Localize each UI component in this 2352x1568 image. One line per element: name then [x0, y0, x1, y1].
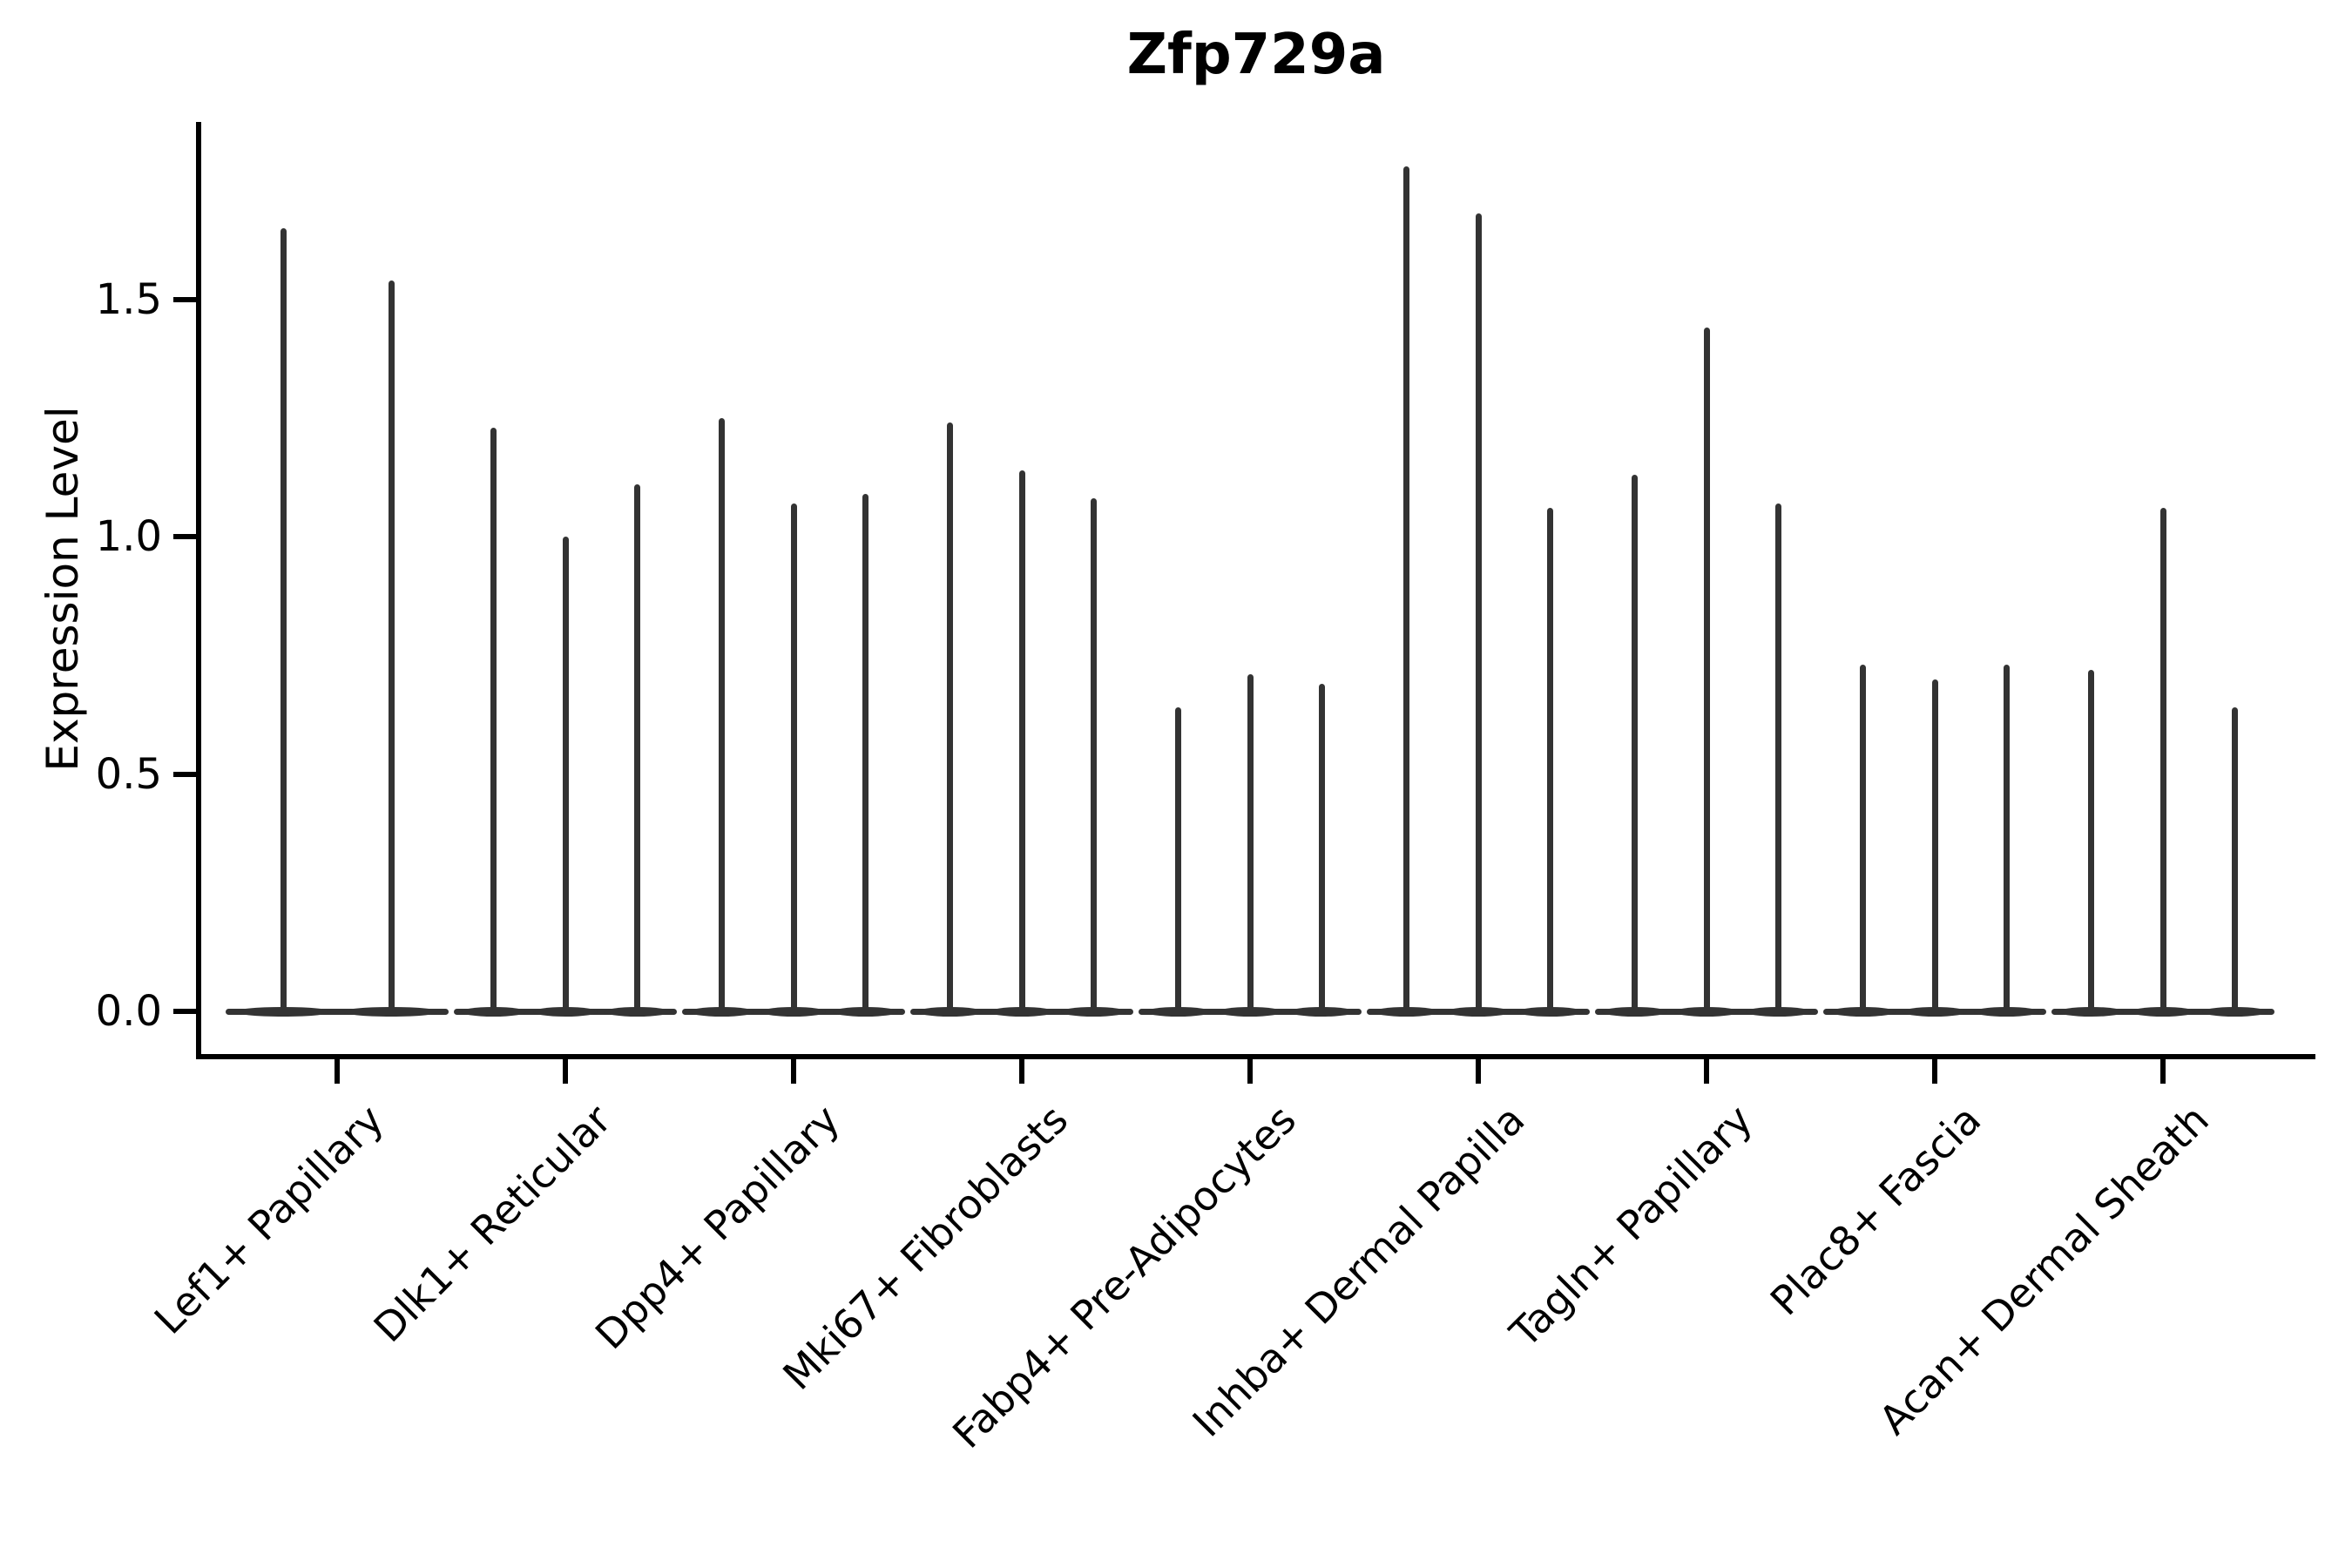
violin-base [917, 1006, 983, 1017]
violin-base [1217, 1006, 1283, 1017]
violin-base [1902, 1006, 1968, 1017]
violin-base [2058, 1006, 2124, 1017]
y-tick-label: 0.5 [95, 749, 162, 799]
x-tick-mark [335, 1059, 340, 1084]
violin-spike [862, 493, 869, 1011]
violin-spike [2232, 707, 2239, 1011]
violin-spike [2004, 665, 2011, 1011]
violin-base [1061, 1006, 1126, 1017]
violin-spike [280, 227, 287, 1011]
y-tick-mark [173, 296, 196, 302]
violin-base [1974, 1006, 2039, 1017]
x-axis-spine [196, 1054, 2315, 1059]
y-axis-label: Expression Level [37, 406, 88, 772]
violin-base [833, 1006, 898, 1017]
violin-base [342, 1006, 440, 1017]
violin-spike [2087, 669, 2094, 1011]
violin-base [1830, 1006, 1896, 1017]
violin-spike [1703, 328, 1710, 1011]
violin-base [1289, 1006, 1355, 1017]
violin-spike [2159, 508, 2166, 1011]
violin-spike [634, 484, 641, 1011]
x-tick-mark [1476, 1059, 1481, 1084]
y-axis-spine [196, 122, 201, 1059]
violin-base [2202, 1006, 2268, 1017]
violin-base [1673, 1006, 1740, 1017]
x-tick-mark [563, 1059, 568, 1084]
x-tick-label: Dpp4+ Papillary [585, 1096, 849, 1359]
violin-spike [1547, 508, 1554, 1011]
violin-base [1445, 1006, 1511, 1017]
violin-spike [1859, 665, 1866, 1011]
x-tick-mark [791, 1059, 796, 1084]
violin-spike [490, 427, 497, 1011]
x-tick-label: Plac8+ Fascia [1761, 1096, 1990, 1325]
y-tick-label: 1.0 [95, 512, 162, 561]
x-tick-mark [1247, 1059, 1253, 1084]
violin-spike [1091, 498, 1098, 1011]
y-tick-label: 0.0 [95, 987, 162, 1036]
x-tick-mark [1704, 1059, 1709, 1084]
violin-base [1746, 1006, 1811, 1017]
y-tick-mark [173, 1009, 196, 1014]
violin-spike [1319, 683, 1326, 1011]
violin-spike [1402, 166, 1409, 1011]
violin-spike [1018, 470, 1025, 1011]
violin-base [1602, 1006, 1667, 1017]
violin-base [1146, 1006, 1211, 1017]
violin-base [1374, 1006, 1439, 1017]
chart-title: Zfp729a [1126, 23, 1386, 87]
violin-base [689, 1006, 754, 1017]
y-tick-mark [173, 534, 196, 539]
violin-base [760, 1006, 827, 1017]
violin-base [2130, 1006, 2196, 1017]
violin-base [989, 1006, 1055, 1017]
violin-spike [1931, 679, 1938, 1011]
violin-base [532, 1006, 598, 1017]
x-tick-mark [1932, 1059, 1937, 1084]
violin-group-baseline [226, 1008, 449, 1015]
violin-spike [790, 503, 797, 1011]
violin-spike [1775, 503, 1782, 1011]
y-tick-mark [173, 771, 196, 777]
violin-spike [1247, 674, 1254, 1011]
violin-spike [388, 280, 395, 1011]
violin-base [605, 1006, 670, 1017]
violin-spike [1475, 213, 1482, 1011]
x-tick-label: Lef1+ Papillary [145, 1096, 393, 1343]
x-tick-label: Dlk1+ Reticular [364, 1096, 621, 1352]
y-tick-label: 1.5 [95, 274, 162, 324]
x-tick-mark [2160, 1059, 2166, 1084]
x-tick-mark [1019, 1059, 1024, 1084]
violin-spike [1174, 707, 1181, 1011]
violin-spike [718, 417, 725, 1011]
violin-base [234, 1006, 332, 1017]
violin-spike [946, 422, 953, 1011]
violin-spike [562, 537, 569, 1011]
violin-base [461, 1006, 526, 1017]
violin-base [1517, 1006, 1583, 1017]
x-tick-label: Tagln+ Papillary [1501, 1096, 1762, 1356]
violin-spike [1631, 475, 1638, 1011]
